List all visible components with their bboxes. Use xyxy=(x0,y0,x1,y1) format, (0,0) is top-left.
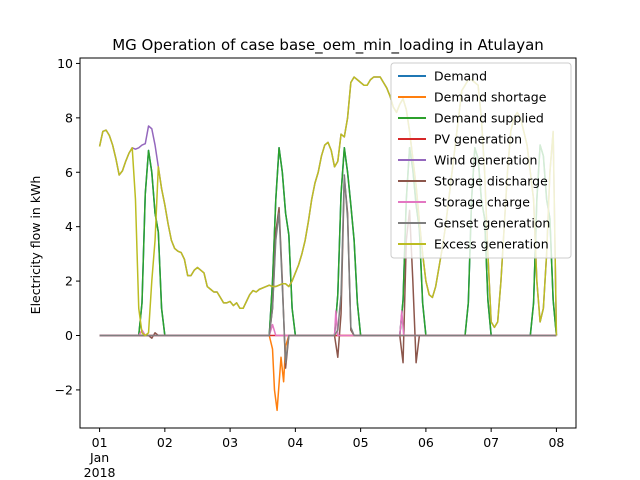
x-axis-ticks: 01 Jan 2018 02 03 04 05 06 07 08 xyxy=(84,428,564,480)
x-tick-label-7: 08 xyxy=(548,435,564,450)
x-tick-label-3: 04 xyxy=(287,435,303,450)
chart-title: MG Operation of case base_oem_min_loadin… xyxy=(112,36,544,55)
y-tick-label-4: 6 xyxy=(65,165,73,180)
legend-label-2: Demand supplied xyxy=(434,111,544,126)
y-tick-label-0: −2 xyxy=(55,382,73,397)
series-line-7 xyxy=(99,174,557,364)
legend-label-4: Wind generation xyxy=(434,153,537,168)
x-tick-label-2: 03 xyxy=(222,435,238,450)
x-tick-label-6: 07 xyxy=(483,435,499,450)
x-tick-label-1: 02 xyxy=(157,435,173,450)
legend-label-7: Genset generation xyxy=(434,216,550,231)
axes-frame xyxy=(79,57,577,429)
y-axis-ticks: −2 0 2 4 6 8 10 xyxy=(55,56,80,397)
plot-area xyxy=(79,57,577,429)
legend-label-3: PV generation xyxy=(434,132,522,147)
x-tick-label-5: 06 xyxy=(418,435,434,450)
legend-box xyxy=(390,62,572,259)
legend: Demand Demand shortage Demand supplied PV g… xyxy=(390,62,572,259)
legend-label-0: Demand xyxy=(434,69,487,84)
legend-label-5: Storage discharge xyxy=(434,174,548,189)
y-tick-label-2: 2 xyxy=(65,274,73,289)
x-tick-label-0: 01 Jan 2018 xyxy=(84,435,116,480)
x-tick-label-4: 05 xyxy=(353,435,369,450)
y-tick-label-1: 0 xyxy=(65,328,73,343)
legend-label-6: Storage charge xyxy=(434,195,530,210)
legend-label-8: Excess generation xyxy=(434,237,549,252)
legend-label-1: Demand shortage xyxy=(434,90,547,105)
y-axis-label: Electricity flow in kWh xyxy=(28,176,43,315)
y-tick-label-5: 8 xyxy=(65,110,73,125)
y-tick-label-6: 10 xyxy=(57,56,73,71)
y-tick-label-3: 4 xyxy=(65,219,73,234)
